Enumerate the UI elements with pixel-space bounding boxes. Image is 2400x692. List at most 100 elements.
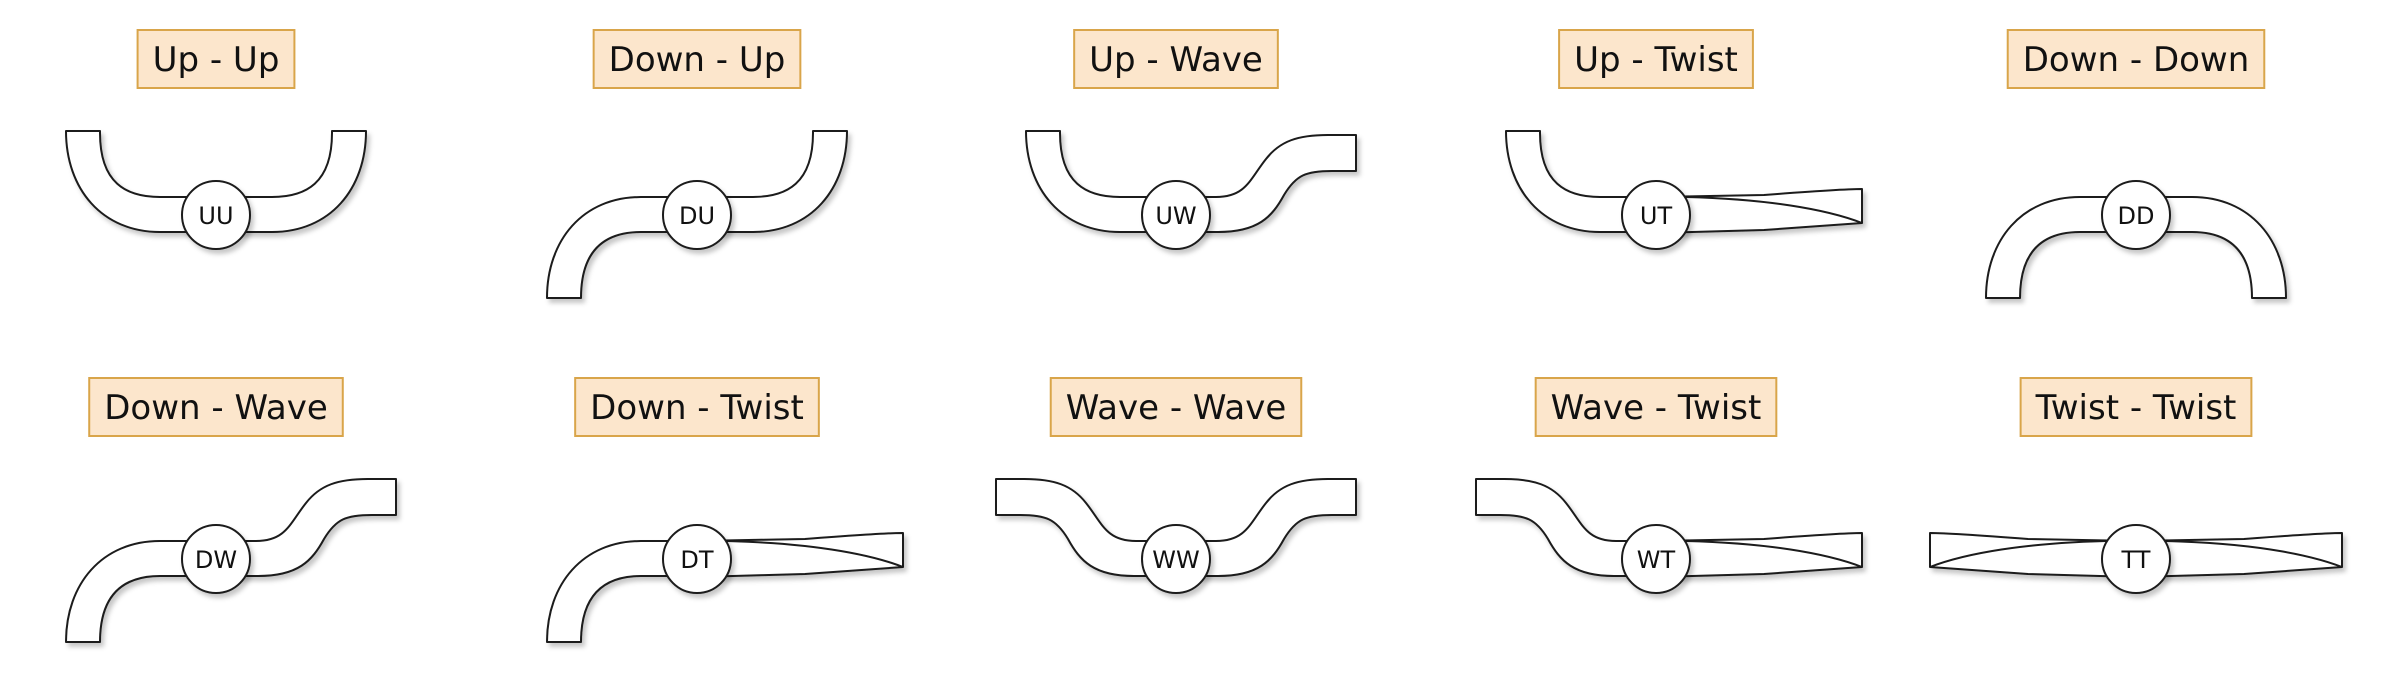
junction-cell-du: Down - Up DU — [546, 29, 848, 299]
right-arm-twist — [1655, 532, 1863, 578]
right-arm-wave — [1175, 478, 1357, 577]
junction-label-text: Up - Twist — [1574, 40, 1738, 80]
junction-label: Down - Twist — [574, 377, 820, 437]
hub-node: UW — [1141, 180, 1211, 250]
left-arm-up — [65, 130, 217, 233]
hub-code: TT — [2121, 546, 2151, 574]
hub-node: WW — [1141, 524, 1211, 594]
junction-label: Twist - Twist — [2019, 377, 2253, 437]
strip-shape — [1505, 130, 1863, 234]
left-arm-up — [1505, 130, 1657, 233]
hub-node: DT — [662, 524, 732, 594]
hub-code: UW — [1155, 202, 1196, 230]
hub-circle — [181, 524, 251, 594]
hub-circle — [1621, 524, 1691, 594]
junction-cell-dw: Down - Wave DW — [65, 377, 397, 643]
right-arm-wave — [215, 478, 397, 577]
strip-shape — [995, 478, 1357, 577]
hub-node: DU — [662, 180, 732, 250]
junction-label-text: Wave - Twist — [1551, 388, 1762, 428]
right-arm-twist — [2135, 532, 2343, 578]
junction-label: Wave - Wave — [1049, 377, 1303, 437]
strip-shape — [65, 130, 367, 233]
junction-label: Up - Twist — [1558, 29, 1754, 89]
label-box — [1534, 377, 1778, 437]
hub-node: UT — [1621, 180, 1691, 250]
junction-label-text: Up - Wave — [1089, 40, 1263, 80]
strip-shape — [1475, 478, 1863, 578]
hub-circle — [2101, 180, 2171, 250]
junction-label-text: Down - Down — [2023, 40, 2250, 80]
left-arm-wave — [1475, 478, 1657, 577]
hub-node: DD — [2101, 180, 2171, 250]
strip-shape — [1025, 130, 1357, 233]
hub-circle — [662, 524, 732, 594]
right-arm-up — [696, 130, 848, 233]
strip-shape — [1985, 196, 2287, 299]
junction-label-text: Wave - Wave — [1066, 388, 1287, 428]
junction-label: Down - Up — [592, 29, 802, 89]
hub-code: UU — [198, 202, 233, 230]
left-arm-wave — [995, 478, 1177, 577]
label-box — [1073, 29, 1279, 89]
hub-code: DW — [195, 546, 237, 574]
hub-circle — [1621, 180, 1691, 250]
hub-circle — [181, 180, 251, 250]
left-arm-down — [546, 196, 698, 299]
hub-code: DT — [680, 546, 713, 574]
hub-node: WT — [1621, 524, 1691, 594]
junction-cell-tt: Twist - Twist TT — [1929, 377, 2343, 594]
junction-label-text: Down - Up — [609, 40, 786, 80]
label-box — [2019, 377, 2253, 437]
right-arm-twist — [696, 532, 904, 578]
junction-label-text: Down - Twist — [590, 388, 804, 428]
junction-cell-ww: Wave - Wave WW — [995, 377, 1357, 594]
hub-circle — [2101, 524, 2171, 594]
strip-shape — [1929, 532, 2343, 578]
right-arm-up — [215, 130, 367, 233]
label-box — [2006, 29, 2266, 89]
left-arm-down — [65, 540, 217, 643]
junction-label: Up - Up — [136, 29, 296, 89]
junction-label: Wave - Twist — [1534, 377, 1778, 437]
hub-code: UT — [1640, 202, 1673, 230]
junction-cell-ut: Up - Twist UT — [1505, 29, 1863, 250]
hub-code: WT — [1637, 546, 1676, 574]
junction-cell-dt: Down - Twist DT — [546, 377, 904, 643]
right-arm-wave — [1175, 134, 1357, 233]
hub-code: DD — [2118, 202, 2155, 230]
hub-node: UU — [181, 180, 251, 250]
left-arm-down — [1985, 196, 2137, 299]
junction-cell-dd: Down - Down DD — [1985, 29, 2287, 299]
right-arm-down — [2135, 196, 2287, 299]
label-box — [592, 29, 802, 89]
left-arm-up — [1025, 130, 1177, 233]
label-box — [1558, 29, 1754, 89]
junction-cell-uu: Up - Up UU — [65, 29, 367, 250]
junction-label-text: Twist - Twist — [2035, 388, 2237, 428]
junction-label-text: Down - Wave — [104, 388, 328, 428]
right-arm-twist — [1655, 188, 1863, 234]
hub-node: DW — [181, 524, 251, 594]
hub-node: TT — [2101, 524, 2171, 594]
strip-shape — [546, 130, 848, 299]
label-box — [574, 377, 820, 437]
hub-code: WW — [1152, 546, 1199, 574]
junction-label-text: Up - Up — [153, 40, 280, 80]
label-box — [136, 29, 296, 89]
hub-circle — [662, 180, 732, 250]
junction-label: Down - Down — [2006, 29, 2266, 89]
label-box — [88, 377, 344, 437]
junction-cell-uw: Up - Wave UW — [1025, 29, 1357, 250]
junction-cell-wt: Wave - Twist WT — [1475, 377, 1863, 594]
hub-circle — [1141, 524, 1211, 594]
left-arm-down — [546, 540, 698, 643]
label-box — [1049, 377, 1303, 437]
strip-shape — [65, 478, 397, 643]
left-arm-twist — [1929, 532, 2137, 578]
hub-circle — [1141, 180, 1211, 250]
junction-label: Up - Wave — [1073, 29, 1279, 89]
hub-code: DU — [679, 202, 715, 230]
strip-shape — [546, 532, 904, 643]
